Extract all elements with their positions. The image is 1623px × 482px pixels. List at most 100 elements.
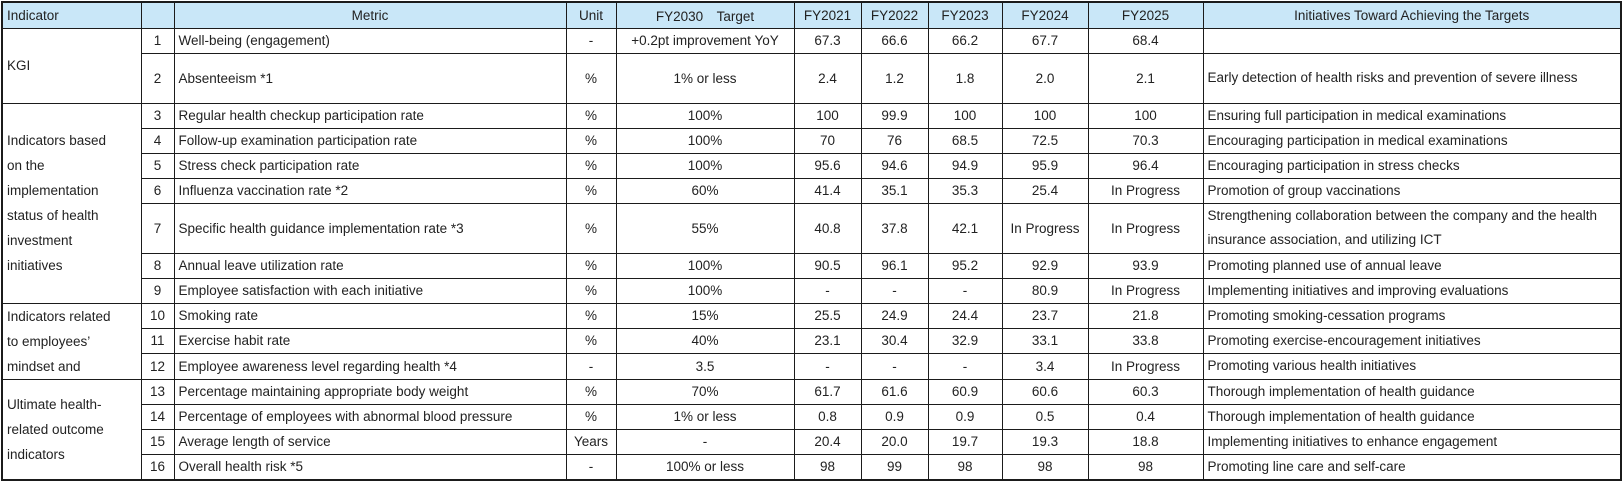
cell-fy2022: 61.6 bbox=[860, 378, 929, 405]
cell-fy2022: 99.9 bbox=[860, 102, 929, 129]
cell-num: 5 bbox=[140, 152, 175, 179]
cell-fy2030-target: 1% or less bbox=[615, 403, 795, 430]
table-row: Ultimate health-related outcome indicator… bbox=[1, 378, 1622, 480]
cell-unit: - bbox=[565, 27, 617, 54]
indicator-group-label-line: implementation bbox=[7, 183, 99, 198]
cell-fy2030-target: 70% bbox=[615, 378, 795, 405]
cell-fy2025: 21.8 bbox=[1087, 302, 1204, 329]
cell-fy2030-target: 1% or less bbox=[615, 52, 795, 104]
cell-fy2023: 60.9 bbox=[927, 378, 1003, 405]
cell-unit: % bbox=[565, 102, 617, 129]
cell-fy2021: 100 bbox=[793, 102, 862, 129]
table-row: 2 Absenteeism *1% 1% or less 2.4 1.2 1.8 2.0 2.… bbox=[2, 52, 1622, 104]
cell-fy2025: In Progress bbox=[1087, 202, 1204, 254]
cell-fy2023: 24.4 bbox=[927, 302, 1003, 329]
cell-unit: Years bbox=[565, 428, 617, 455]
cell-fy2024: 25.4 bbox=[1001, 177, 1089, 204]
col-header-fy2025: FY2025 bbox=[1087, 1, 1204, 29]
indicator-group-label-line: initiatives bbox=[7, 258, 63, 273]
cell-fy2024: 0.5 bbox=[1001, 403, 1089, 430]
cell-num: 11 bbox=[140, 327, 175, 355]
cell-metric: Percentage maintaining appropriate body … bbox=[173, 378, 567, 405]
col-header-fy2022: FY2022 bbox=[860, 1, 929, 29]
cell-initiative: Promoting line care and self-care bbox=[1202, 453, 1622, 480]
cell-fy2024: 67.7 bbox=[1001, 27, 1089, 54]
cell-fy2025: 2.1 bbox=[1087, 52, 1204, 104]
cell-fy2023: 68.5 bbox=[927, 127, 1003, 154]
indicator-group-cell: Ultimate health-related outcome indicator… bbox=[1, 378, 142, 480]
cell-metric: Regular health checkup participation rat… bbox=[173, 102, 567, 129]
cell-fy2021: 41.4 bbox=[793, 177, 862, 204]
cell-metric: Annual leave utilization rate bbox=[173, 252, 567, 279]
cell-fy2021: 0.8 bbox=[793, 403, 862, 430]
cell-metric: Overall health risk *5 bbox=[173, 453, 567, 480]
cell-metric: Influenza vaccination rate *2 bbox=[173, 177, 567, 204]
indicator-group-label-line: indicators bbox=[7, 446, 65, 462]
indicator-group-cell: Indicators related to employees’ mindset a… bbox=[1, 302, 142, 380]
table-row: 6 Influenza vaccination rate *2% 60% 41.4 35… bbox=[2, 177, 1622, 204]
cell-fy2022: 1.2 bbox=[860, 52, 929, 104]
cell-fy2025: In Progress bbox=[1087, 177, 1204, 204]
cell-unit: % bbox=[565, 252, 617, 279]
cell-num: 4 bbox=[140, 127, 175, 154]
cell-fy2022: 30.4 bbox=[860, 327, 929, 355]
cell-initiative: Promoting planned use of annual leave bbox=[1202, 252, 1622, 279]
cell-metric: Follow-up examination participation rate bbox=[173, 127, 567, 154]
table-row: KGI 1 Well-being (engagement) - +0.2pt impro… bbox=[1, 27, 1622, 104]
cell-num: 2 bbox=[140, 52, 175, 104]
cell-metric: Employee awareness level regarding healt… bbox=[173, 353, 567, 380]
cell-fy2021: 98 bbox=[793, 453, 862, 480]
cell-unit: % bbox=[565, 202, 617, 254]
cell-fy2021: 95.6 bbox=[793, 152, 862, 179]
cell-fy2024: 33.1 bbox=[1001, 327, 1089, 355]
col-header-num bbox=[140, 1, 175, 29]
cell-fy2024: 60.6 bbox=[1001, 378, 1089, 405]
cell-initiative: Promoting smoking-cessation programs bbox=[1202, 302, 1622, 329]
cell-metric: Smoking rate bbox=[173, 302, 567, 329]
cell-fy2023: 35.3 bbox=[927, 177, 1003, 204]
cell-fy2022: 0.9 bbox=[860, 403, 929, 430]
cell-fy2022: 99 bbox=[860, 453, 929, 480]
cell-initiative: Ensuring full participation in medical e… bbox=[1202, 102, 1622, 129]
cell-fy2022: 76 bbox=[860, 127, 929, 154]
indicator-group-label-line: related outcome bbox=[7, 421, 104, 437]
cell-fy2024: 19.3 bbox=[1001, 428, 1089, 455]
cell-initiative: Encouraging participation in stress chec… bbox=[1202, 152, 1622, 179]
cell-fy2021: 90.5 bbox=[793, 252, 862, 279]
cell-fy2021: 25.5 bbox=[793, 302, 862, 329]
cell-fy2030-target: 100% bbox=[615, 252, 795, 279]
cell-num: 7 bbox=[140, 202, 175, 254]
table-row: 15 Average length of service Years -20.4 20.… bbox=[2, 428, 1622, 455]
cell-fy2025: 0.4 bbox=[1087, 403, 1204, 430]
cell-fy2021: 61.7 bbox=[793, 378, 862, 405]
cell-fy2025: In Progress bbox=[1087, 353, 1204, 380]
cell-fy2024: 100 bbox=[1001, 102, 1089, 129]
cell-metric: Well-being (engagement) bbox=[173, 27, 567, 54]
cell-unit: % bbox=[565, 327, 617, 355]
cell-fy2022: - bbox=[860, 277, 929, 304]
cell-fy2021: 20.4 bbox=[793, 428, 862, 455]
cell-metric: Employee satisfaction with each initiati… bbox=[173, 277, 567, 304]
cell-fy2023: - bbox=[927, 353, 1003, 380]
indicator-group-label-line: Indicators related bbox=[7, 308, 111, 324]
cell-fy2022: 66.6 bbox=[860, 27, 929, 54]
cell-fy2025: 60.3 bbox=[1087, 378, 1204, 405]
cell-metric: Absenteeism *1 bbox=[173, 52, 567, 104]
indicator-group-cell: Indicators based on the implementation stat… bbox=[1, 102, 142, 304]
cell-unit: % bbox=[565, 302, 617, 329]
cell-initiative: Promoting exercise-encouragement initiat… bbox=[1202, 327, 1622, 355]
cell-num: 8 bbox=[140, 252, 175, 279]
cell-fy2023: 19.7 bbox=[927, 428, 1003, 455]
cell-fy2030-target: - bbox=[615, 428, 795, 455]
table-row: 4 Follow-up examination participation rat… bbox=[2, 127, 1622, 154]
cell-fy2024: 95.9 bbox=[1001, 152, 1089, 179]
cell-fy2030-target: +0.2pt improvement YoY bbox=[615, 27, 795, 54]
col-header-initiatives: Initiatives Toward Achieving the Targets bbox=[1202, 1, 1622, 29]
cell-fy2022: 96.1 bbox=[860, 252, 929, 279]
cell-unit: % bbox=[565, 277, 617, 304]
cell-num: 16 bbox=[140, 453, 175, 480]
cell-fy2025: In Progress bbox=[1087, 277, 1204, 304]
cell-fy2021: - bbox=[793, 353, 862, 380]
col-header-unit: Unit bbox=[565, 1, 617, 29]
